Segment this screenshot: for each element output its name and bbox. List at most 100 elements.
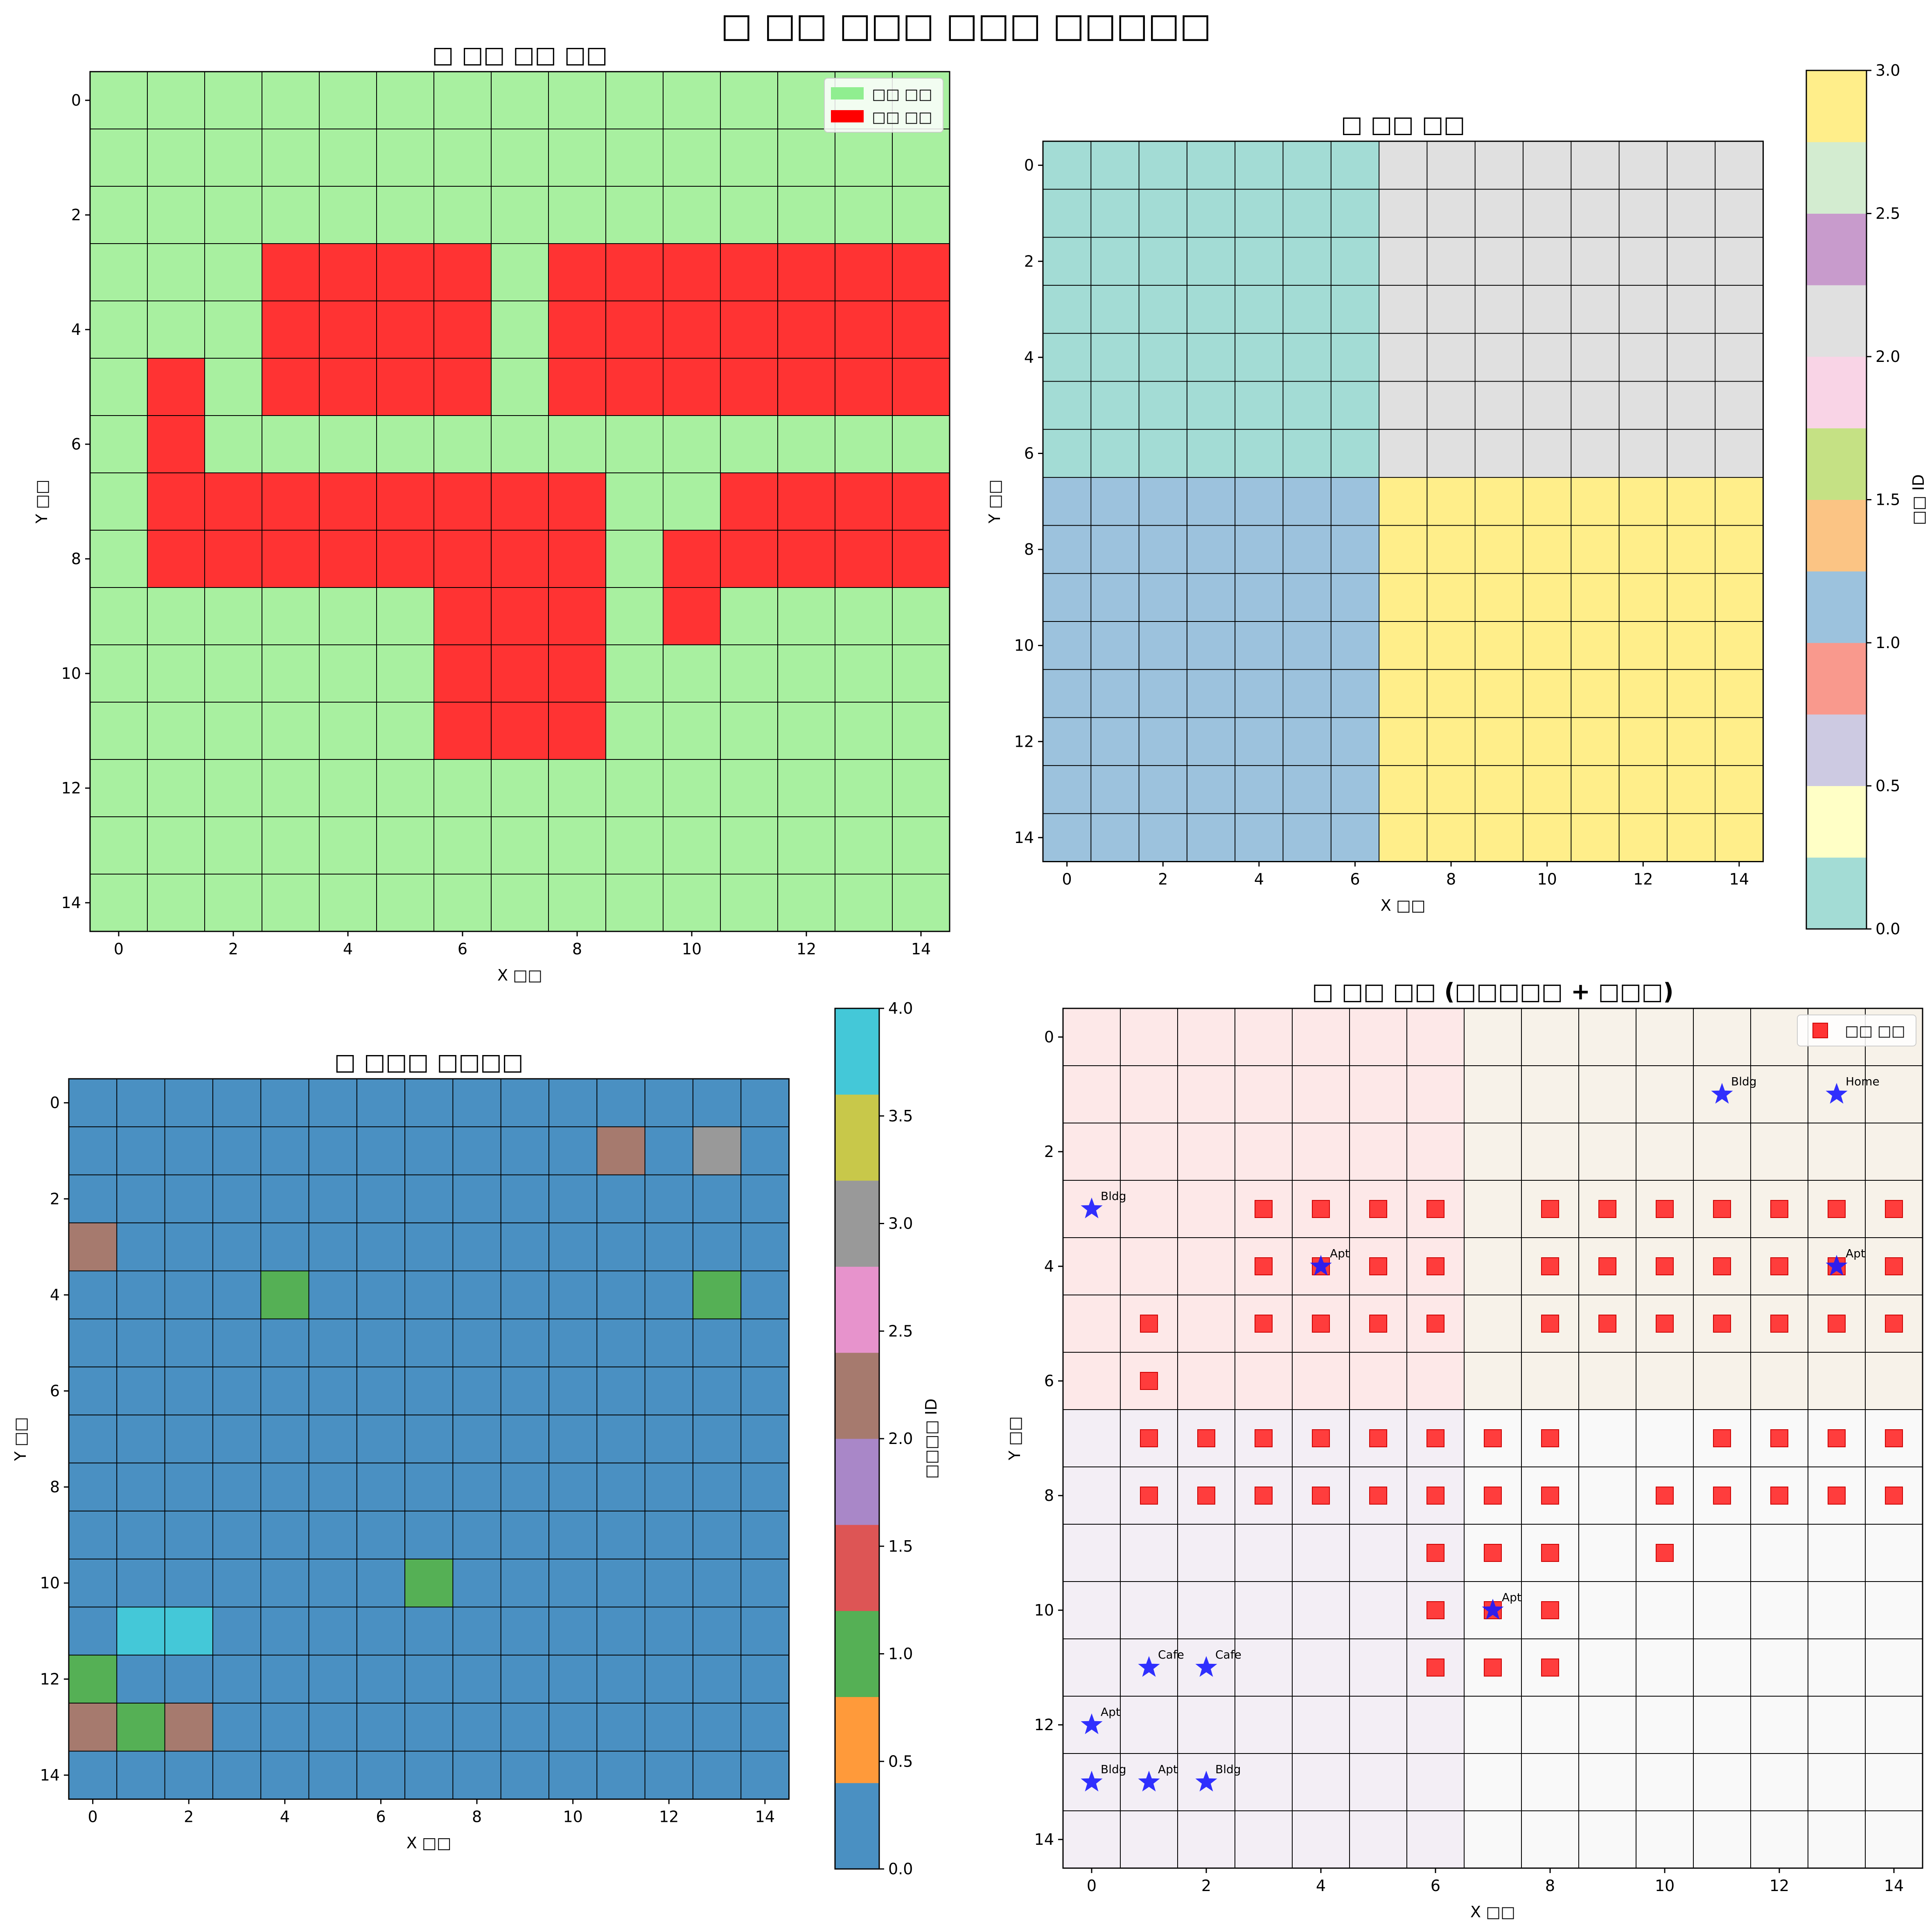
region-cell <box>1139 765 1187 814</box>
region-cell <box>1283 333 1332 382</box>
region-background-cell <box>1464 1696 1522 1754</box>
colorbar-tick-label: 1.0 <box>888 1645 913 1663</box>
colorbar-band <box>835 1611 879 1697</box>
road-marker <box>1656 1257 1674 1275</box>
road-marker <box>1369 1200 1387 1218</box>
region-cell <box>1379 189 1427 238</box>
empty-building-cell <box>357 1655 405 1704</box>
empty-building-cell <box>549 1559 597 1607</box>
empty-cell <box>205 358 262 416</box>
road-marker <box>1541 1257 1559 1275</box>
region-cell <box>1475 621 1523 670</box>
region-cell <box>1283 669 1332 718</box>
empty-cell <box>835 702 892 759</box>
empty-cell <box>491 817 548 874</box>
road-cell <box>147 358 205 416</box>
region-cell <box>1331 429 1379 478</box>
empty-cell <box>90 244 147 301</box>
empty-building-cell <box>597 1559 646 1607</box>
building-star <box>1081 1771 1103 1792</box>
road-marker <box>1140 1487 1158 1505</box>
empty-cell <box>434 759 491 817</box>
empty-cell <box>720 645 778 702</box>
empty-cell <box>319 817 377 874</box>
empty-cell <box>491 358 548 416</box>
road-marker <box>1828 1315 1846 1333</box>
road-cell <box>205 530 262 588</box>
colorbar-band <box>1806 213 1867 285</box>
empty-building-cell <box>69 1319 117 1367</box>
road-cell <box>606 244 663 301</box>
empty-cell <box>90 72 147 129</box>
region-cell <box>1043 477 1091 526</box>
road-cell <box>663 358 720 416</box>
empty-building-cell <box>597 1271 646 1319</box>
region-background-cell <box>1120 1811 1178 1869</box>
region-cell <box>1043 237 1091 286</box>
empty-building-cell <box>405 1175 453 1223</box>
empty-building-cell <box>69 1079 117 1127</box>
empty-cell <box>377 759 434 817</box>
region-cell <box>1043 813 1091 862</box>
region-background-cell <box>1292 1582 1350 1639</box>
empty-building-cell <box>693 1463 741 1512</box>
region-background-cell <box>1235 1066 1293 1123</box>
empty-building-cell <box>165 1415 213 1463</box>
region-cell <box>1283 237 1332 286</box>
region-background-cell <box>1292 1524 1350 1582</box>
road-cell <box>377 530 434 588</box>
region-background-cell <box>1350 1066 1407 1123</box>
region-background-cell <box>1579 1753 1636 1811</box>
empty-building-cell <box>165 1127 213 1175</box>
region-cell <box>1619 765 1668 814</box>
empty-cell <box>377 186 434 244</box>
region-cell <box>1475 765 1523 814</box>
colorbar-tick-label: 2.5 <box>1876 205 1900 223</box>
empty-building-cell <box>645 1607 693 1656</box>
colorbar-tick-label: 3.5 <box>888 1107 913 1125</box>
region-cell <box>1331 765 1379 814</box>
empty-building-cell <box>261 1222 309 1271</box>
road-cell <box>892 244 950 301</box>
y-axis-label: Y □□ <box>11 1417 29 1461</box>
region-cell <box>1091 285 1140 334</box>
region-background-cell <box>1808 1696 1866 1754</box>
empty-cell <box>548 759 606 817</box>
empty-building-cell <box>309 1079 357 1127</box>
empty-cell <box>720 588 778 645</box>
region-background-cell <box>1521 1123 1579 1181</box>
region-cell <box>1379 765 1427 814</box>
y-tick-label: 10 <box>61 664 81 682</box>
region-cell <box>1667 573 1715 622</box>
empty-building-cell <box>261 1751 309 1799</box>
region-background-cell <box>1063 1811 1121 1869</box>
region-cell <box>1571 621 1620 670</box>
region-cell <box>1283 381 1332 430</box>
empty-building-cell <box>212 1127 261 1175</box>
road-cell <box>491 645 548 702</box>
empty-building-cell <box>261 1607 309 1656</box>
region-cell <box>1139 621 1187 670</box>
region-cell <box>1187 813 1235 862</box>
road-cell <box>835 358 892 416</box>
empty-cell <box>434 129 491 186</box>
region-background-cell <box>1865 1696 1923 1754</box>
road-cell <box>147 416 205 473</box>
empty-building-cell <box>693 1703 741 1751</box>
region-background-cell <box>1063 1066 1121 1123</box>
road-cell <box>147 530 205 588</box>
region-cell <box>1571 189 1620 238</box>
region-background-cell <box>1235 1582 1293 1639</box>
region-cell <box>1571 237 1620 286</box>
region-cell <box>1331 333 1379 382</box>
empty-building-cell <box>405 1751 453 1799</box>
empty-building-cell <box>405 1415 453 1463</box>
empty-building-cell <box>212 1367 261 1415</box>
empty-building-cell <box>501 1367 549 1415</box>
x-tick-label: 8 <box>572 940 582 958</box>
road-marker <box>1885 1315 1903 1333</box>
building-label: Apt <box>1330 1247 1350 1260</box>
building-cell <box>69 1222 117 1271</box>
empty-building-cell <box>501 1175 549 1223</box>
empty-cell <box>606 186 663 244</box>
